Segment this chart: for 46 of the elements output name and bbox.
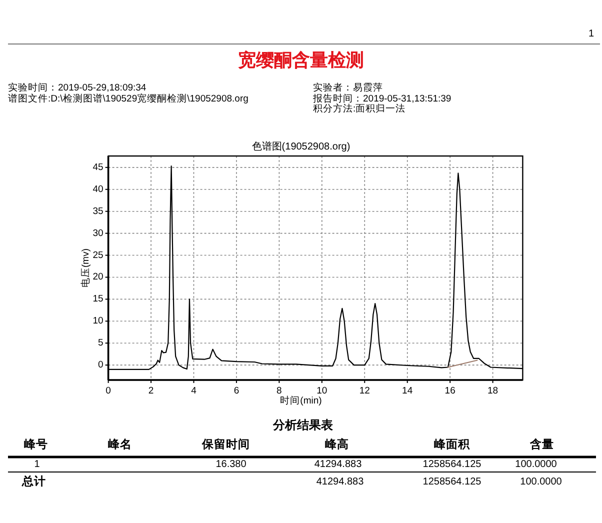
y-tick-label: 30 [92,228,104,239]
x-tick-label: 8 [276,386,282,396]
y-tick-label: 40 [92,184,104,195]
text: 含量 [529,437,554,451]
text: 100.0000 [515,459,558,470]
x-tick-label: 2 [148,386,154,396]
text: 总计 [21,474,46,488]
x-axis-title: 时间(min) [280,394,322,406]
text: 峰名 [108,437,132,451]
text: 峰面积 [434,437,471,451]
text: 1258564.125 [422,476,482,488]
y-tick-label: 0 [98,360,104,371]
x-tick-label: 12 [359,386,370,396]
text: 谱图文件:D:\检测图谱\190529宽缨酮检测\19052908.org [8,92,248,104]
x-tick-label: 16 [444,386,456,396]
text: 保留时间 [201,437,250,451]
y-tick-label: 20 [92,272,104,283]
text: 41294.883 [316,476,364,488]
text: 100.0000 [520,476,562,488]
text: 1 [34,459,40,470]
text: 41294.883 [314,459,362,470]
x-tick-label: 18 [488,386,498,396]
text: 实验者：易霞萍 [313,82,383,94]
y-tick-label: 10 [92,316,104,327]
x-tick-label: 6 [234,386,240,396]
text: 积分方法:面积归一法 [313,102,406,114]
y-tick-label: 5 [98,338,104,349]
x-tick-label: 0 [106,386,111,396]
y-tick-label: 35 [92,206,104,217]
chart-title: 宽缨酮含量检测 [238,50,364,70]
text: 报告时间：2019-05-31,13:51:39 [312,92,452,104]
y-tick-label: 15 [92,294,104,305]
text: 1 [588,28,594,40]
text: 16.380 [216,459,247,470]
x-tick-label: 14 [402,386,413,396]
text: 分析结果表 [272,418,334,432]
x-tick-label: 4 [191,386,196,396]
y-tick-label: 25 [92,250,104,261]
chart-subtitle: 色谱图(19052908.org) [252,140,350,152]
y-tick-label: 45 [92,162,104,173]
text: 峰高 [325,437,349,451]
text: 实验时间：2019-05-29,18:09:34 [8,82,146,94]
text: 峰号 [24,437,48,451]
x-tick-label: 10 [316,386,328,396]
text: 1258564.125 [422,459,482,470]
y-axis-title: 电压(mv) [80,248,92,288]
